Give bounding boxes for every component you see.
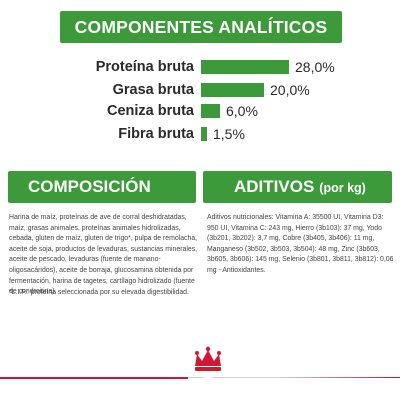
analytics-bar: [201, 83, 264, 97]
analytics-label: Proteína bruta: [95, 59, 194, 75]
analytics-value: 20,0%: [270, 82, 310, 98]
analytics-title-banner: COMPONENTES ANALÍTICOS: [60, 11, 342, 43]
additives-title: ADITIVOS: [234, 177, 315, 196]
analytics-bar: [201, 104, 220, 118]
analytics-row: Proteína bruta 28,0%: [0, 57, 400, 77]
composition-text: Harina de maíz, proteínas de ave de corr…: [9, 214, 198, 296]
analytics-value: 1,5%: [213, 126, 245, 142]
composition-title-banner: COMPOSICIÓN: [8, 171, 196, 203]
analytics-bar: [201, 60, 289, 74]
analytics-value: 6,0%: [226, 103, 258, 119]
analytics-row: Grasa bruta 20,0%: [0, 80, 400, 100]
composition-footnote: *L.I.P.: proteína seleccionada por su el…: [9, 289, 189, 296]
additives-unit: (por kg): [319, 181, 366, 195]
analytics-row: Fibra bruta 1,5%: [0, 124, 400, 144]
footer-accent-line: [0, 377, 188, 379]
royal-canin-crown-icon: [191, 344, 225, 378]
additives-text: Aditivos nutricionales: Vitamina A: 3550…: [207, 214, 394, 274]
analytics-row: Ceniza bruta 6,0%: [0, 101, 400, 121]
analytics-label: Grasa bruta: [112, 82, 194, 98]
analytics-label: Ceniza bruta: [106, 103, 194, 119]
additives-title-banner: ADITIVOS (por kg): [203, 171, 392, 203]
analytics-value: 28,0%: [295, 59, 335, 75]
analytics-bar: [201, 127, 207, 141]
analytics-label: Fibra bruta: [118, 126, 194, 142]
footer-divider: [0, 377, 400, 378]
